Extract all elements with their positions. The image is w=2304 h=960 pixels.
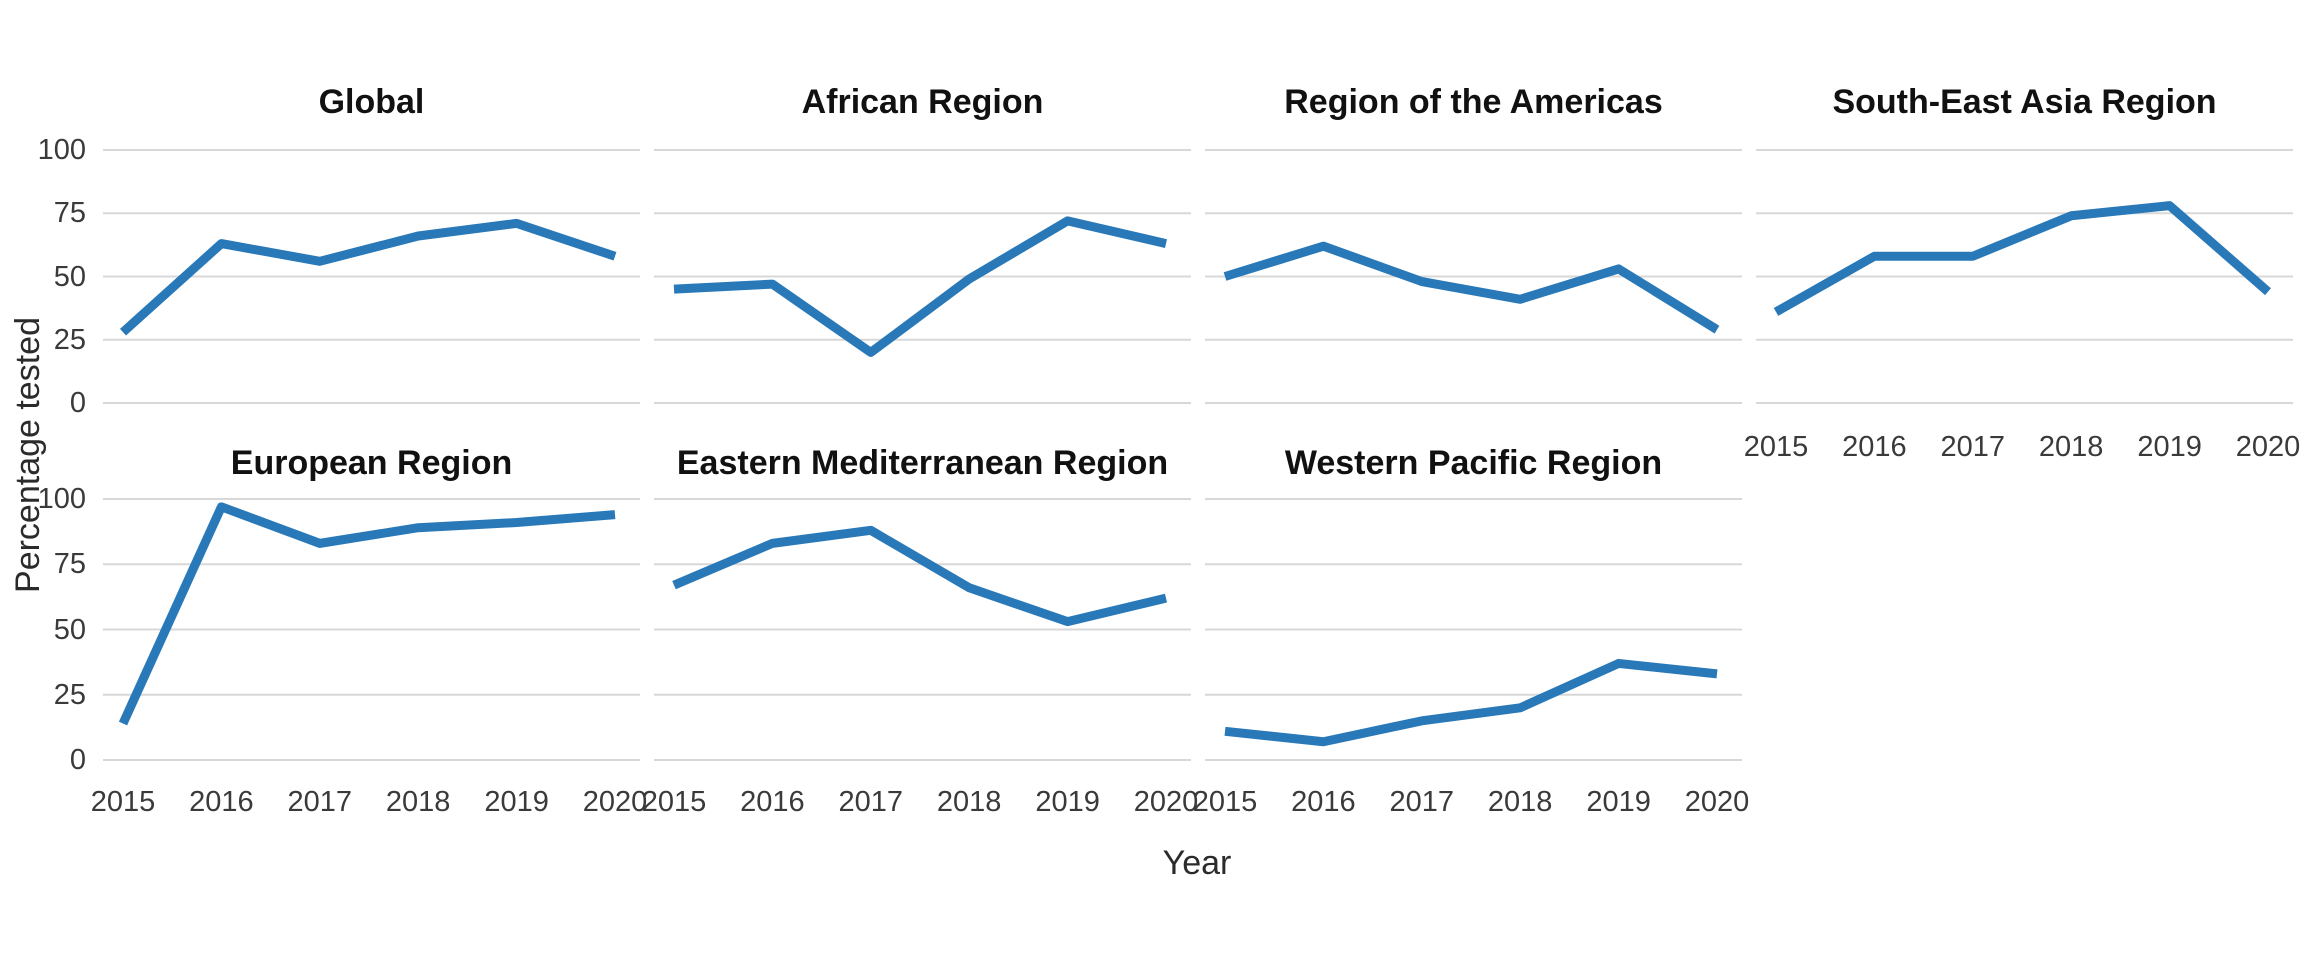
data-line-african-region — [673, 216, 1168, 357]
y-tick-label: 50 — [53, 260, 86, 293]
x-tick-label: 2016 — [1842, 431, 1907, 463]
x-tick-label: 2017 — [1940, 431, 2006, 463]
facet-plot-global — [103, 149, 640, 404]
y-tick-label: 100 — [37, 134, 86, 166]
x-tick-label: 2018 — [385, 786, 451, 818]
x-tick-label: 2020 — [1133, 786, 1199, 818]
x-tick-label: 2019 — [2137, 431, 2202, 463]
x-tick-label: 2016 — [189, 786, 254, 818]
x-tick-label: 2015 — [641, 786, 707, 818]
facet-title-european-region: European Region — [230, 444, 513, 482]
y-axis-title: Percentage tested — [9, 317, 47, 593]
facet-title-african-region: African Region — [801, 83, 1044, 121]
x-tick-label: 2017 — [838, 786, 904, 818]
x-tick-label: 2020 — [2235, 431, 2301, 463]
data-line-global — [119, 218, 617, 336]
x-tick-label: 2018 — [2038, 431, 2104, 463]
facet-plot-african-region — [654, 149, 1191, 404]
y-tick-label: 75 — [53, 197, 86, 230]
facet-title-western-pacific-region: Western Pacific Region — [1284, 444, 1663, 482]
x-tick-label: 2015 — [1743, 431, 1809, 463]
y-tick-label: 25 — [53, 678, 86, 711]
data-line-western-pacific-region — [1224, 658, 1718, 747]
y-tick-label: 0 — [69, 387, 86, 419]
data-line-south-east-asia-region — [1773, 201, 2271, 316]
x-tick-label: 2017 — [1389, 786, 1455, 818]
x-tick-label: 2019 — [484, 786, 549, 818]
x-tick-label: 2017 — [287, 786, 353, 818]
y-tick-label: 50 — [53, 613, 86, 646]
data-line-eastern-mediterranean-region — [672, 525, 1168, 627]
x-tick-label: 2015 — [90, 786, 156, 818]
facet-title-south-east-asia-region: South-East Asia Region — [1832, 83, 2217, 121]
x-tick-label: 2019 — [1035, 786, 1100, 818]
x-tick-label: 2020 — [582, 786, 648, 818]
y-tick-label: 0 — [69, 744, 86, 776]
facet-title-eastern-mediterranean-region: Eastern Mediterranean Region — [676, 444, 1169, 482]
facet-plot-south-east-asia-region — [1756, 149, 2293, 404]
x-tick-label: 2020 — [1684, 786, 1750, 818]
facet-plot-eastern-mediterranean-region — [654, 498, 1191, 761]
facet-title-global: Global — [318, 83, 425, 121]
data-line-european-region — [118, 502, 616, 726]
facet-plot-region-of-the-americas — [1205, 149, 1742, 404]
x-tick-label: 2018 — [936, 786, 1002, 818]
y-tick-label: 100 — [37, 483, 86, 515]
x-tick-label: 2016 — [1291, 786, 1356, 818]
x-tick-label: 2018 — [1487, 786, 1553, 818]
x-axis-title: Year — [1162, 844, 1232, 882]
data-line-region-of-the-americas — [1223, 241, 1720, 334]
x-tick-label: 2019 — [1586, 786, 1651, 818]
x-tick-label: 2015 — [1192, 786, 1258, 818]
facet-plot-european-region — [103, 498, 640, 761]
y-tick-label: 75 — [53, 548, 86, 581]
y-tick-label: 25 — [53, 323, 86, 356]
x-tick-label: 2016 — [740, 786, 805, 818]
facet-title-region-of-the-americas: Region of the Americas — [1284, 83, 1663, 121]
facet-plot-western-pacific-region — [1205, 498, 1742, 761]
